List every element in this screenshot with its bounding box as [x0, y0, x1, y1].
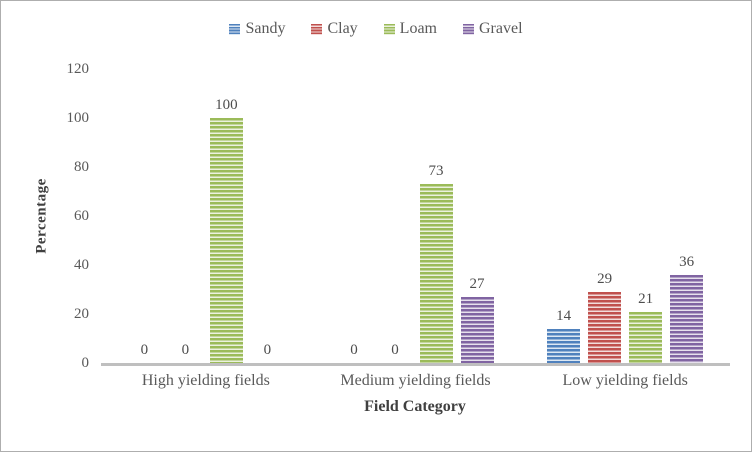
y-tick-label: 80: [74, 159, 89, 175]
y-tick-label: 100: [66, 110, 90, 126]
bar-loam: [209, 118, 243, 363]
legend-label: Sandy: [245, 20, 286, 37]
bar-slot: 0: [338, 69, 371, 363]
data-label: 0: [263, 342, 272, 358]
data-label: 100: [215, 97, 238, 113]
bar-slot: 21: [629, 69, 663, 363]
legend-item-gravel: Gravel: [463, 21, 523, 37]
data-label: 0: [391, 342, 399, 358]
data-label: 21: [638, 290, 654, 307]
x-category-label: Low yielding fields: [562, 372, 688, 389]
bar-clay: [588, 291, 622, 363]
bar-slot: 14: [547, 69, 581, 363]
data-label: 27: [469, 275, 485, 292]
bar-group: 14 29 21 36: [547, 69, 704, 363]
bar-slot: 36: [670, 69, 704, 363]
legend-marker-icon: [383, 23, 395, 35]
legend-label: Gravel: [479, 20, 523, 37]
bar-slot: 29: [588, 69, 622, 363]
x-category-label: High yielding fields: [141, 372, 270, 389]
data-label: 0: [140, 342, 149, 358]
legend-label: Clay: [327, 20, 358, 37]
bar-slot: 0: [128, 69, 161, 363]
bar-slot: 0: [251, 69, 284, 363]
bar-group: 0 0 100 0: [128, 69, 284, 363]
bar-loam: [419, 184, 453, 363]
y-tick-label: 40: [74, 257, 89, 273]
bar-group: 0 0 73 27: [338, 69, 494, 363]
plot-area: 0 0 100 0 0 0 73 27 14 29 21 36: [101, 69, 730, 363]
y-tick-label: 20: [74, 306, 89, 322]
legend-item-sandy: Sandy: [229, 21, 285, 37]
y-tick-label: 0: [81, 355, 90, 371]
bar-slot: 100: [209, 69, 243, 363]
legend-marker-icon: [229, 23, 241, 35]
legend-marker-icon: [311, 23, 323, 35]
legend: Sandy Clay Loam Gravel: [1, 21, 751, 37]
data-label: 0: [181, 342, 190, 358]
bar-sandy: [547, 328, 581, 363]
data-label: 0: [350, 342, 358, 358]
bar-gravel: [460, 296, 494, 363]
bar-slot: 73: [419, 69, 453, 363]
legend-item-loam: Loam: [383, 20, 437, 37]
legend-item-clay: Clay: [311, 20, 358, 37]
bar-slot: 0: [169, 69, 202, 363]
legend-marker-icon: [463, 23, 474, 35]
bar-gravel: [670, 274, 704, 363]
bar-loam: [629, 311, 663, 363]
legend-label: Loam: [399, 20, 437, 37]
x-category-label: Medium yielding fields: [340, 372, 491, 389]
bar-slot: 0: [379, 69, 412, 363]
data-label: 29: [597, 270, 613, 287]
x-axis-line: [101, 363, 730, 366]
x-axis-title: Field Category: [364, 398, 466, 415]
data-label: 36: [679, 253, 695, 270]
y-tick-label: 60: [74, 208, 89, 224]
data-label: 73: [428, 163, 444, 180]
y-tick-label: 120: [66, 61, 90, 77]
data-label: 14: [556, 307, 572, 324]
bar-slot: 27: [460, 69, 494, 363]
